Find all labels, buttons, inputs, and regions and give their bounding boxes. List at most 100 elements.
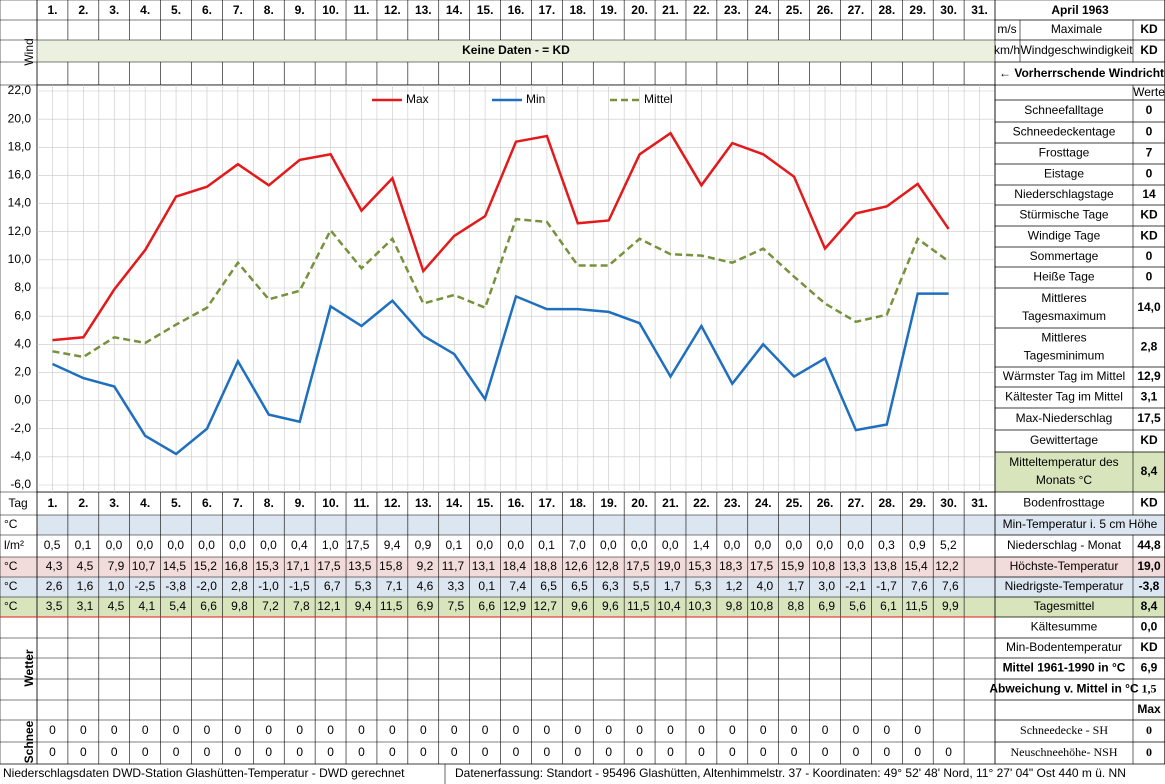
day-header: 28. <box>878 3 895 17</box>
temp-cell: 15,3 <box>255 559 279 573</box>
temp-cell: 15,4 <box>904 559 928 573</box>
y-tick-label: 10,0 <box>8 252 32 266</box>
min5cm-label: Min-Temperatur i. 5 cm Höhe <box>1003 517 1158 531</box>
precip-cell: 0,0 <box>476 538 493 552</box>
temp-cell: 9,9 <box>942 599 959 613</box>
snow-cell: 0 <box>204 723 211 737</box>
summary-value: 0,0 <box>1141 620 1158 634</box>
day-header: 15. <box>477 3 494 17</box>
precip-cell: 0,4 <box>291 538 308 552</box>
stat-label: Bodenfrosttage <box>1023 496 1105 510</box>
day-header: 20. <box>631 496 648 510</box>
snow-cell: 0 <box>389 723 396 737</box>
temp-cell: 10,3 <box>688 599 712 613</box>
stat-label: Wärmster Tag im Mittel <box>1003 369 1125 383</box>
temp-cell: 10,4 <box>657 599 681 613</box>
day-header: 19. <box>600 3 617 17</box>
snow-cell: 0 <box>235 723 242 737</box>
day-header: 5. <box>171 3 181 17</box>
temp-cell: 12,8 <box>595 559 619 573</box>
day-header: 23. <box>724 496 741 510</box>
precip-cell: 5,2 <box>940 538 957 552</box>
stat-value: KD <box>1140 229 1158 243</box>
snow-cell: 0 <box>111 745 118 759</box>
stat-label: Monats °C <box>1036 473 1092 487</box>
day-header: 22. <box>693 3 710 17</box>
unit-label: °C <box>4 579 18 593</box>
snow-cell: 0 <box>389 745 396 759</box>
day-header: 9. <box>295 3 305 17</box>
y-tick-label: 2,0 <box>14 365 31 379</box>
day-header: 15. <box>477 496 494 510</box>
cell-fill <box>995 515 1165 535</box>
series-line <box>52 131 950 342</box>
temp-cell: 17,5 <box>626 559 650 573</box>
temp-cell: 1,6 <box>77 579 94 593</box>
stat-value: 0 <box>1146 167 1153 181</box>
day-header: 26. <box>817 3 834 17</box>
temp-cell: 6,9 <box>818 599 835 613</box>
snow-cell: 0 <box>358 745 365 759</box>
temp-cell: 16,8 <box>225 559 249 573</box>
stat-label: Mittleres <box>1041 331 1086 345</box>
summary-label: Schneedecke - SH <box>1020 723 1108 737</box>
temp-cell: 15,3 <box>688 559 712 573</box>
day-header: 13. <box>415 496 432 510</box>
stat-label: Windige Tage <box>1028 229 1101 243</box>
stat-value: 3,1 <box>1141 390 1158 404</box>
day-header: 14. <box>446 496 463 510</box>
snow-cell: 0 <box>698 745 705 759</box>
footer-left: Niederschlagsdaten DWD-Station Glashütte… <box>3 766 405 780</box>
snow-cell: 0 <box>883 745 890 759</box>
stat-label: Heiße Tage <box>1033 270 1094 284</box>
temp-cell: -2,1 <box>845 579 866 593</box>
day-header: 2. <box>78 496 88 510</box>
unit-label: °C <box>4 599 18 613</box>
snow-cell: 0 <box>914 745 921 759</box>
wind-label: Wind <box>22 38 36 65</box>
footer-right: Datenerfassung: Standort - 95496 Glashüt… <box>455 766 1126 780</box>
stat-value: 0 <box>1146 249 1153 263</box>
temp-cell: 2,6 <box>46 579 63 593</box>
temp-cell: 4,5 <box>77 559 94 573</box>
day-header: 16. <box>508 496 525 510</box>
stat-value: 8,4 <box>1141 464 1158 478</box>
temp-cell: 11,7 <box>442 559 465 573</box>
y-tick-label: 14,0 <box>8 196 32 210</box>
snow-cell: 0 <box>667 745 674 759</box>
summary-label: Niedrigste-Temperatur <box>1005 579 1124 593</box>
day-header: 10. <box>322 496 339 510</box>
cell-fill <box>37 515 995 535</box>
cell-fill <box>0 597 995 617</box>
temp-cell: 19,0 <box>657 559 681 573</box>
snow-cell: 0 <box>791 723 798 737</box>
series-line <box>51 292 949 456</box>
wind-label: Maximale <box>1051 22 1103 36</box>
snow-cell: 0 <box>853 723 860 737</box>
y-tick-label: 22,0 <box>8 83 32 97</box>
snow-cell: 0 <box>574 723 581 737</box>
day-header: 30. <box>940 3 957 17</box>
day-header: 10. <box>322 3 339 17</box>
day-header: 18. <box>569 496 586 510</box>
temp-cell: 14,5 <box>163 559 187 573</box>
temp-cell: 7,2 <box>262 599 279 613</box>
temp-cell: 9,8 <box>231 599 248 613</box>
temp-cell: 5,3 <box>695 579 712 593</box>
day-header: 4. <box>140 496 150 510</box>
summary-value: 0 <box>1146 745 1152 759</box>
temp-cell: 13,8 <box>873 559 897 573</box>
temp-cell: 11,5 <box>380 599 403 613</box>
stat-label: Mitteltemperatur des <box>1009 455 1118 469</box>
snow-cell: 0 <box>173 723 180 737</box>
snow-cell: 0 <box>822 723 829 737</box>
stat-label: Mittleres <box>1041 291 1086 305</box>
snow-cell: 0 <box>482 745 489 759</box>
precip-cell: 7,0 <box>569 538 586 552</box>
temp-cell: 3,5 <box>46 599 63 613</box>
temp-cell: 7,5 <box>448 599 465 613</box>
legend-label: Max <box>406 92 429 106</box>
day-header: 16. <box>508 3 525 17</box>
temp-cell: 11,5 <box>905 599 928 613</box>
snow-cell: 0 <box>327 745 334 759</box>
